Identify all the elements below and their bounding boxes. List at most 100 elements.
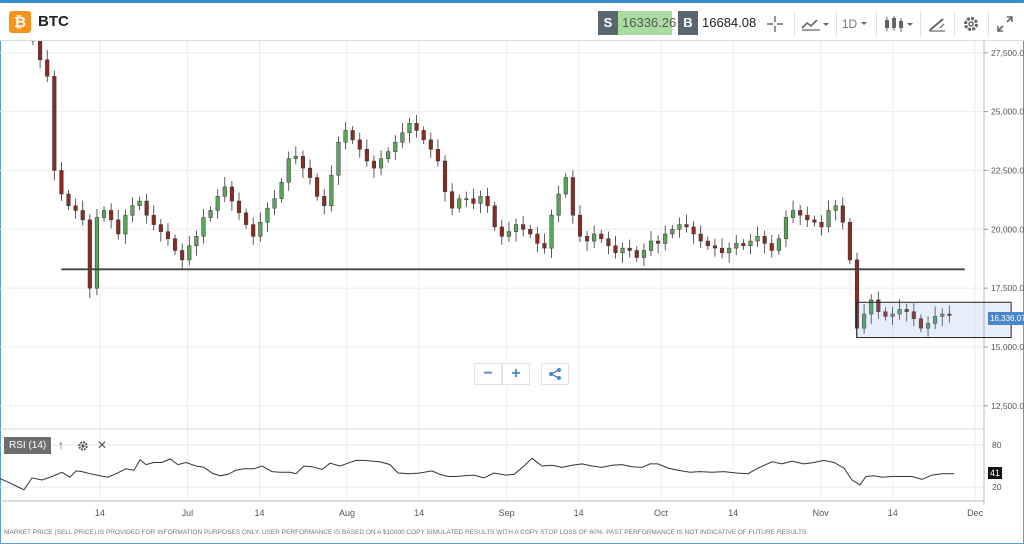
buy-button[interactable]: B 16684.08 — [678, 11, 756, 35]
candle-body — [428, 139, 433, 150]
candle-body — [585, 236, 590, 242]
candle-body — [563, 177, 568, 195]
candle-body — [791, 210, 796, 218]
candle-body — [343, 130, 348, 143]
y-tick-label: 22,500.00 — [991, 165, 1024, 175]
candle-body — [236, 200, 242, 214]
x-tick-label: 14 — [574, 508, 584, 518]
candle-body — [66, 193, 71, 207]
candle-body — [499, 226, 504, 237]
bitcoin-icon: ₿ — [9, 11, 31, 33]
draw-tool-icon[interactable] — [924, 11, 950, 37]
candle-body — [620, 247, 625, 254]
candle-body — [407, 123, 412, 134]
candle-body — [549, 214, 554, 249]
candle-body — [840, 205, 845, 223]
price-chart[interactable]: 27,500.00 25,000.00 22,500.00 20,000.00 17,5… — [0, 41, 1024, 529]
candle-body — [847, 221, 852, 261]
candle-body — [798, 210, 803, 216]
candle-body — [258, 221, 263, 237]
x-tick-label: Nov — [813, 508, 830, 518]
candle-body — [748, 240, 753, 247]
candle-body — [272, 198, 277, 209]
indicator-icon[interactable] — [799, 11, 831, 37]
candle-body — [165, 231, 171, 239]
candle-body — [350, 130, 355, 141]
share-control — [541, 363, 569, 385]
candle-body — [59, 170, 64, 195]
candle-body — [435, 149, 440, 162]
candle-body — [279, 181, 284, 199]
candle-body — [592, 233, 597, 242]
candle-body — [684, 224, 689, 228]
buy-price: 16684.08 — [698, 11, 756, 35]
candle-body — [144, 200, 149, 216]
candle-body — [762, 236, 767, 244]
candle-body — [940, 313, 945, 317]
candle-body — [336, 141, 341, 176]
rsi-close-icon[interactable]: ✕ — [97, 438, 108, 452]
share-icon[interactable] — [541, 363, 569, 385]
sell-price: 16336.26 — [618, 11, 676, 35]
x-tick-label: Jul — [182, 508, 194, 518]
candle-body — [87, 219, 92, 289]
fullscreen-icon[interactable] — [992, 11, 1018, 37]
candle-body — [101, 210, 107, 218]
candle-body — [698, 233, 703, 242]
candle-body — [80, 210, 85, 221]
x-axis-ticks: 14 Jul 14 Aug 14 Sep 14 Oct 14 Nov 14 Dec — [95, 508, 984, 518]
candle-body — [656, 240, 661, 244]
candle-body — [73, 205, 78, 211]
candle-body — [222, 186, 227, 197]
candle-body — [528, 229, 533, 235]
rsi-line — [0, 457, 954, 491]
candle-body — [627, 247, 632, 251]
candle-body — [904, 309, 909, 312]
candle-body — [933, 316, 938, 324]
candle-body — [648, 240, 654, 251]
x-tick-label: Sep — [499, 508, 515, 518]
zoom-in-button[interactable]: + — [502, 363, 530, 385]
y-axis-ticks: 27,500.00 25,000.00 22,500.00 20,000.00 17,5… — [984, 48, 1024, 411]
asset-name: BTC — [38, 13, 69, 30]
candle-body — [180, 250, 185, 261]
candle-body — [421, 130, 426, 141]
interval-value: 1D — [841, 17, 858, 31]
candle-body — [109, 210, 114, 221]
candle-body — [151, 214, 156, 225]
sell-button[interactable]: S 16336.26 — [598, 11, 676, 35]
candle-body — [478, 196, 483, 204]
rsi-indicator-label: RSI (14) — [4, 437, 52, 454]
crosshair-icon[interactable] — [762, 11, 788, 37]
rsi-move-up-icon[interactable]: ↑ — [58, 438, 64, 452]
x-tick-label: 14 — [888, 508, 898, 518]
candle-body — [719, 247, 725, 254]
gear-icon[interactable] — [958, 11, 984, 37]
candle-body — [755, 236, 760, 242]
rsi-tick-label: 20 — [992, 482, 1002, 492]
candle-body — [471, 198, 476, 204]
zoom-out-button[interactable]: − — [474, 363, 502, 385]
candle-body — [862, 313, 867, 329]
candle-body — [542, 243, 547, 249]
candle-body — [521, 224, 526, 230]
candle-body — [869, 299, 874, 315]
rsi-settings-icon[interactable] — [77, 437, 89, 454]
candle-body — [38, 41, 43, 61]
candle-body — [691, 226, 696, 235]
candle-body — [506, 231, 511, 237]
candle-body — [897, 309, 902, 315]
x-tick-label: 14 — [414, 508, 424, 518]
x-tick-label: 14 — [255, 508, 265, 518]
x-tick-label: 14 — [95, 508, 105, 518]
interval-select[interactable]: 1D — [840, 11, 870, 37]
candle-body — [244, 212, 249, 225]
candle-body — [556, 193, 561, 216]
candle-body — [215, 196, 220, 211]
candle-body — [265, 207, 270, 223]
candlestick-type-icon[interactable] — [881, 11, 915, 37]
candlestick-series — [30, 41, 952, 337]
current-price-label: 16,336.07 — [988, 312, 1024, 325]
x-tick-label: 14 — [728, 508, 738, 518]
candle-body — [606, 238, 611, 247]
